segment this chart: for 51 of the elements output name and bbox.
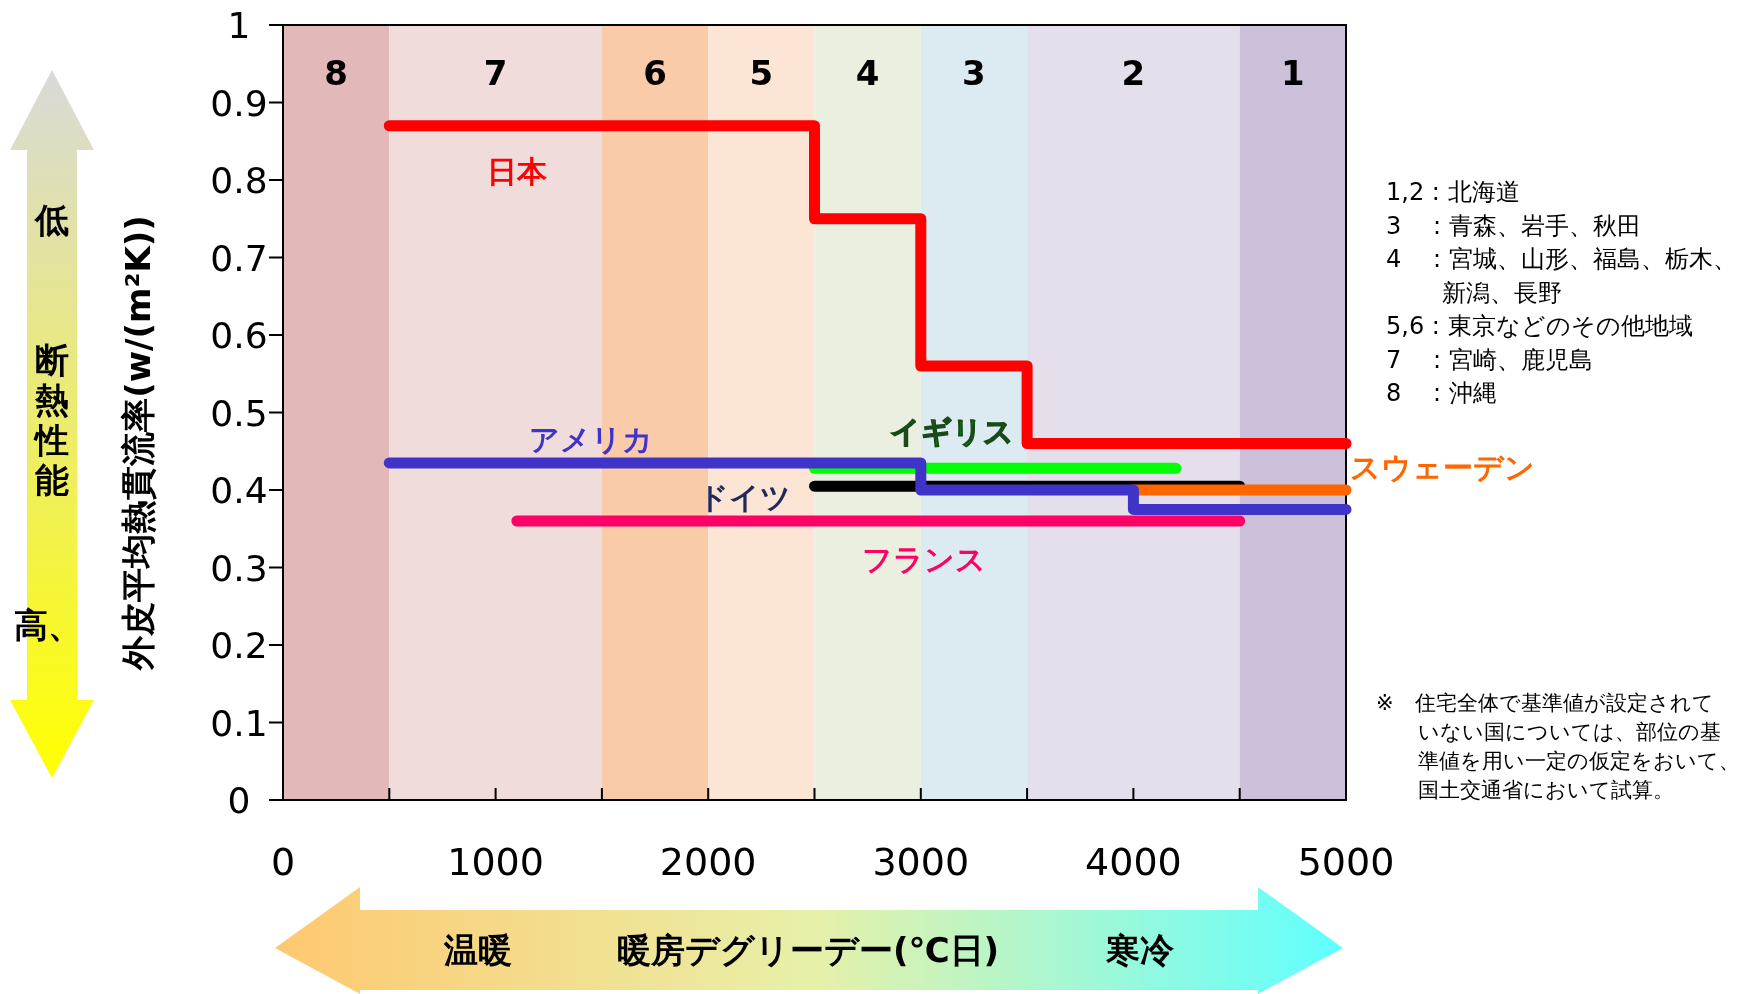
band-label: 8: [324, 53, 348, 93]
y-tick-label: 0.6: [210, 315, 268, 356]
y-tick-label: 0.3: [210, 547, 268, 589]
text: いない国については、部位の基: [1376, 720, 1721, 744]
y-tick-label: 0.8: [210, 160, 268, 201]
y-axis-title: 外皮平均熱貫流率(w/(m²K)): [118, 215, 158, 671]
text: 4 : 宮城、山形、福島、栃木、: [1386, 245, 1737, 273]
band-label: 3: [962, 53, 986, 93]
x-tick-label: 5000: [1297, 840, 1395, 884]
text: 国土交通省において試算。: [1376, 778, 1674, 802]
y-tick-label: 1: [227, 5, 251, 46]
band-label: 7: [483, 53, 508, 93]
band: 2: [1027, 25, 1240, 800]
series-label: スウェーデン: [1350, 450, 1536, 486]
y-tick-label: 0.5: [210, 392, 268, 434]
text: 準値を用い一定の仮定をおいて、: [1376, 749, 1740, 773]
text: 新潟、長野: [1386, 278, 1562, 307]
text: 断熱性能: [33, 340, 69, 500]
y-tick-label: 0.2: [210, 625, 268, 666]
text: 5,6 : 東京などのその他地域: [1386, 312, 1693, 340]
y-tick-label: 0.4: [210, 470, 268, 511]
y-tick-label: 0.9: [210, 82, 268, 124]
x-tick-label: 3000: [872, 840, 970, 884]
series-label: ドイツ: [697, 479, 791, 515]
text: 温暖: [443, 930, 512, 970]
series-label: フランス: [861, 541, 986, 577]
x-tick-label: 4000: [1085, 840, 1182, 884]
x-tick-label: 1000: [447, 840, 544, 884]
text: 8 : 沖縄: [1386, 379, 1497, 407]
band-label: 1: [1281, 53, 1305, 93]
x-axis-title: 暖房デグリーデー(℃日): [616, 930, 1000, 970]
y-tick-label: 0.7: [210, 237, 268, 279]
x-tick-label: 0: [270, 840, 296, 884]
text: ※ 住宅全体で基準値が設定されて: [1376, 691, 1714, 715]
text: 寒冷: [1105, 930, 1175, 970]
band-label: 6: [643, 53, 667, 93]
x-tick-label: 2000: [659, 840, 757, 884]
series-label: アメリカ: [529, 421, 654, 457]
text: 1,2 : 北海道: [1386, 178, 1520, 206]
text: 低: [33, 200, 69, 240]
series-label: 日本: [486, 154, 548, 190]
band: 8: [283, 25, 390, 800]
text: 3 : 青森、岩手、秋田: [1386, 211, 1641, 240]
y-tick-label: 0.1: [210, 702, 268, 744]
text: 7 : 宮崎、鹿児島: [1386, 345, 1593, 374]
series-label: イギリス: [889, 413, 1014, 449]
band-label: 5: [749, 53, 774, 93]
y-tick-label: 0: [227, 780, 251, 821]
band-label: 4: [855, 53, 880, 93]
band: 1: [1239, 25, 1346, 800]
band-label: 2: [1121, 53, 1146, 93]
